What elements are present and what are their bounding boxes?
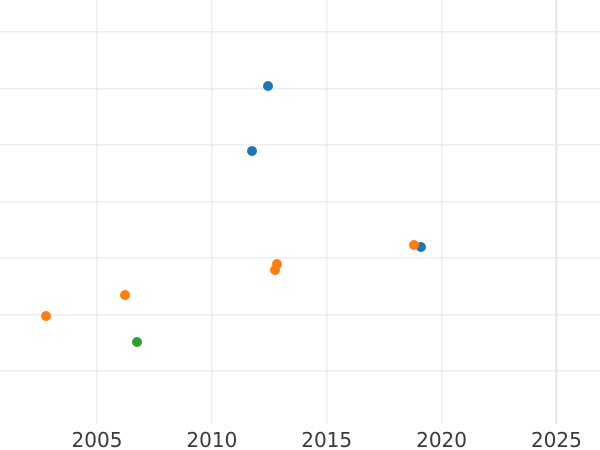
- data-point-series-orange: [271, 258, 282, 269]
- x-gridline: [325, 0, 328, 424]
- data-point-series-orange: [270, 265, 281, 276]
- x-tick-label: 2010: [186, 428, 238, 450]
- y-gridline: [0, 144, 600, 146]
- y-gridline: [0, 87, 600, 90]
- data-point-series-blue: [263, 80, 274, 91]
- x-gridline: [440, 0, 443, 424]
- x-gridline: [211, 0, 213, 424]
- x-tick-label: 2005: [71, 428, 123, 450]
- y-gridline: [0, 200, 600, 203]
- y-gridline: [0, 257, 600, 259]
- x-tick-label: 2020: [416, 428, 467, 450]
- x-tick-label: 2025: [530, 428, 582, 450]
- x-gridline: [96, 0, 98, 424]
- x-tick-label: 2015: [301, 428, 353, 450]
- x-gridline: [555, 0, 558, 424]
- data-point-series-orange: [408, 240, 419, 250]
- data-point-series-blue: [415, 241, 426, 252]
- y-gridline: [0, 31, 600, 33]
- data-point-series-orange: [40, 310, 51, 321]
- y-gridline: [0, 313, 600, 316]
- data-point-series-green: [132, 337, 143, 348]
- data-point-series-orange: [120, 290, 131, 301]
- data-point-series-blue: [247, 145, 258, 156]
- y-gridline: [0, 370, 600, 372]
